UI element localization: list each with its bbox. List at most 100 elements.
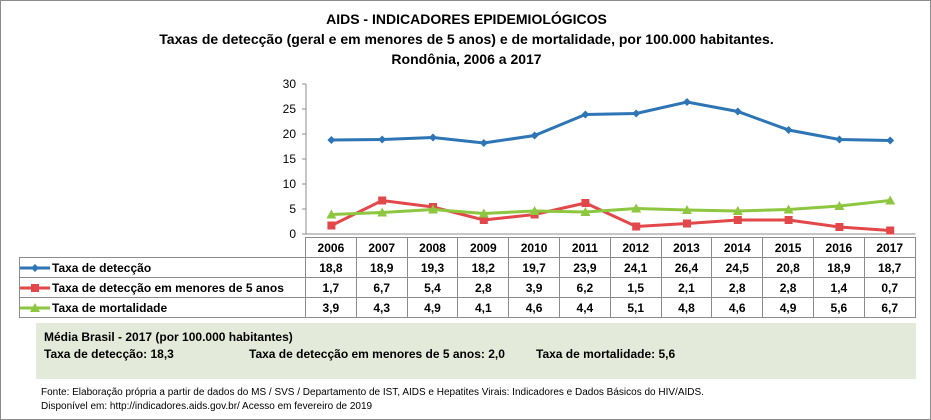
x-tick-label: 2008 — [406, 237, 459, 258]
data-point — [378, 196, 387, 205]
data-label: 20,8 — [762, 257, 814, 278]
data-point — [835, 135, 844, 144]
y-tick-label: 15 — [283, 152, 297, 166]
footer-source: Fonte: Elaboração própria a partir de da… — [41, 387, 704, 398]
data-label: 19,3 — [406, 257, 459, 278]
x-tick-label: 2010 — [508, 237, 560, 258]
data-label: 18,2 — [457, 257, 510, 278]
data-label: 24,1 — [609, 257, 662, 278]
legend-entry: Taxa de detecção em menores de 5 anos — [19, 277, 306, 298]
data-label: 1,4 — [812, 277, 865, 298]
data-label: 4,8 — [660, 297, 713, 318]
data-point — [632, 109, 641, 118]
data-label: 2,8 — [457, 277, 510, 298]
data-point — [683, 98, 691, 106]
x-tick-label: 2012 — [609, 237, 662, 258]
series-line-0 — [331, 100, 891, 145]
data-point — [429, 133, 437, 142]
data-label: 4,6 — [508, 297, 560, 318]
footer-available: Disponível em: http://indicadores.aids.g… — [41, 401, 373, 412]
data-point — [732, 206, 743, 215]
table-row: Taxa de detecção em menores de 5 anos 1,7… — [19, 277, 916, 298]
x-tick-label: 2013 — [660, 237, 713, 258]
data-point — [783, 204, 794, 214]
brazil-average-box: Média Brasil - 2017 (por 100.000 habitan… — [36, 323, 916, 379]
y-tick-label: 0 — [289, 227, 296, 241]
data-point — [479, 139, 488, 147]
x-tick-label: 2017 — [863, 237, 916, 258]
data-point — [886, 226, 895, 235]
data-point — [682, 205, 692, 214]
x-tick-label: 2011 — [558, 237, 611, 258]
average-heading: Média Brasil - 2017 (por 100.000 habitan… — [44, 330, 293, 344]
x-tick-label: 2015 — [762, 237, 814, 258]
y-tick-label: 10 — [283, 177, 297, 191]
data-label: 24,5 — [711, 257, 764, 278]
data-point — [326, 209, 337, 219]
table-row: Taxa de mortalidade 3,9 4,3 4,9 4,1 4,6 4,4 5,1… — [19, 297, 916, 318]
data-point — [530, 131, 539, 140]
table-corner — [19, 237, 306, 258]
y-tick-label: 20 — [283, 127, 297, 141]
data-label: 1,5 — [609, 277, 662, 298]
data-point — [428, 204, 438, 214]
table-row: Taxa de detecção 18,8 18,9 19,3 18,2 19,7 23,9… — [19, 257, 916, 278]
data-label: 6,2 — [558, 277, 611, 298]
data-point — [581, 199, 590, 207]
data-label: 18,8 — [305, 257, 357, 278]
data-point — [378, 135, 387, 144]
data-point — [683, 219, 691, 228]
data-label: 4,9 — [406, 297, 459, 318]
data-label: 4,3 — [355, 297, 408, 318]
data-label: 2,1 — [660, 277, 713, 298]
data-label: 5,1 — [609, 297, 662, 318]
data-label: 5,4 — [406, 277, 459, 298]
data-point — [733, 216, 742, 224]
legend-entry: Taxa de detecção — [19, 257, 306, 278]
chart-title: AIDS - INDICADORES EPIDEMIOLÓGICOS — [326, 11, 607, 27]
data-label: 18,7 — [863, 257, 916, 278]
data-point — [327, 136, 336, 144]
data-point — [632, 222, 641, 231]
data-label: 19,7 — [508, 257, 560, 278]
data-point — [784, 216, 793, 224]
x-tick-label: 2014 — [711, 237, 764, 258]
data-label: 1,7 — [305, 277, 357, 298]
series-name: Taxa de mortalidade — [52, 300, 168, 315]
data-point — [327, 221, 336, 230]
data-label: 4,4 — [558, 297, 611, 318]
data-table: 2006 2007 2008 2009 2010 2011 2012 2013 2014 2015… — [19, 237, 916, 318]
x-tick-label: 2009 — [457, 237, 510, 258]
x-tick-label: 2016 — [812, 237, 865, 258]
data-point — [784, 126, 793, 134]
series-name: Taxa de detecção em menores de 5 anos — [52, 280, 284, 295]
data-point — [834, 201, 845, 210]
y-tick-label: 25 — [283, 102, 297, 116]
data-label: 0,7 — [863, 277, 916, 298]
x-tick-label: 2007 — [355, 237, 408, 258]
data-point — [886, 136, 895, 145]
x-tick-label: 2006 — [305, 237, 357, 258]
data-label: 18,9 — [355, 257, 408, 278]
data-label: 18,9 — [812, 257, 865, 278]
data-point — [479, 216, 488, 224]
data-label: 4,6 — [711, 297, 764, 318]
data-point — [377, 207, 388, 217]
data-label: 3,9 — [305, 297, 357, 318]
data-label: 6,7 — [863, 297, 916, 318]
data-point — [580, 207, 591, 216]
data-point — [631, 203, 642, 213]
data-label: 23,9 — [558, 257, 611, 278]
data-label: 2,8 — [762, 277, 814, 298]
average-under5: Taxa de detecção em menores de 5 anos: 2… — [249, 347, 505, 361]
table-header-row: 2006 2007 2008 2009 2010 2011 2012 2013 2014 2015… — [19, 237, 916, 258]
data-label: 26,4 — [660, 257, 713, 278]
data-point — [733, 107, 742, 116]
line-chart: 0 5 10 15 20 25 30 — [283, 77, 916, 241]
data-label: 3,9 — [508, 277, 560, 298]
data-point — [581, 110, 590, 119]
series-line-2 — [331, 199, 891, 216]
chart-subtitle-region: Rondônia, 2006 a 2017 — [391, 51, 542, 67]
average-mortality: Taxa de mortalidade: 5,6 — [536, 347, 676, 361]
